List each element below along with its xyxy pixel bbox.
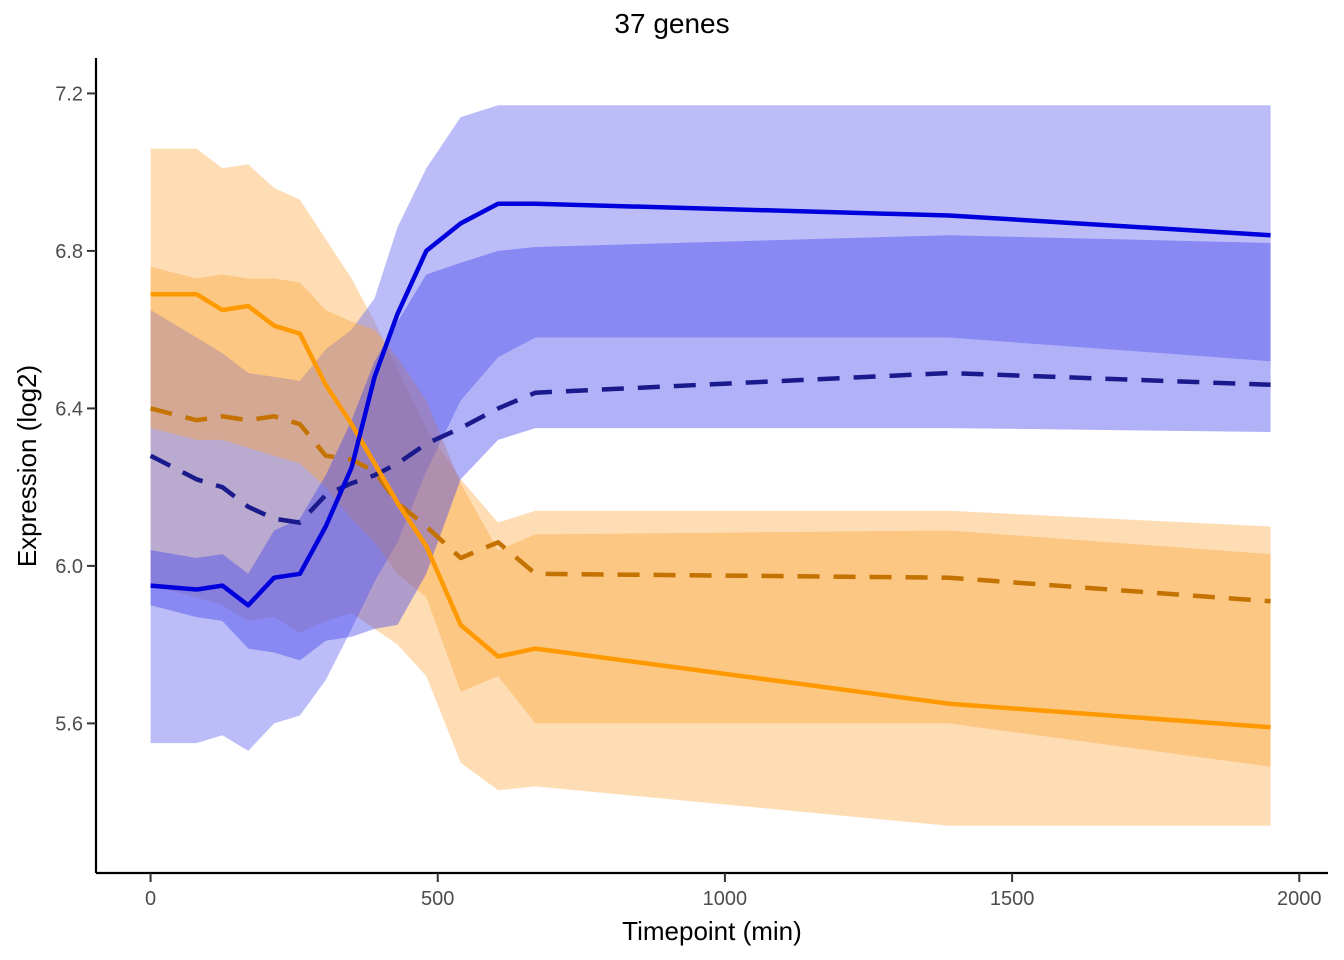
blue-outer-band (150, 105, 1271, 751)
blue-solid-line (150, 201, 1271, 608)
chart-title: 37 genes (614, 8, 729, 39)
plot-area (149, 105, 1271, 826)
blue-dashed-line (149, 370, 1271, 525)
axes: 0 500 1000 1500 2000 5.6 6.0 6.4 6.8 7.2 (55, 58, 1328, 910)
x-tick-label: 1500 (990, 888, 1035, 910)
y-tick-label: 5.6 (55, 713, 83, 735)
y-tick-label: 7.2 (55, 83, 83, 105)
x-tick-label: 500 (421, 888, 454, 910)
y-tick-label: 6.4 (55, 398, 83, 420)
x-tick-label: 2000 (1277, 888, 1322, 910)
orange-outer-band (150, 148, 1271, 826)
x-tick-label: 0 (145, 888, 156, 910)
x-axis-title: Timepoint (min) (622, 916, 802, 946)
orange-inner-band (150, 266, 1271, 767)
x-tick-label: 1000 (703, 888, 748, 910)
y-tick-label: 6.0 (55, 556, 83, 578)
orange-solid-line (150, 291, 1271, 730)
y-tick-label: 6.8 (55, 241, 83, 263)
orange-dashed-line (150, 406, 1271, 604)
y-axis-title: Expression (log2) (12, 365, 42, 567)
